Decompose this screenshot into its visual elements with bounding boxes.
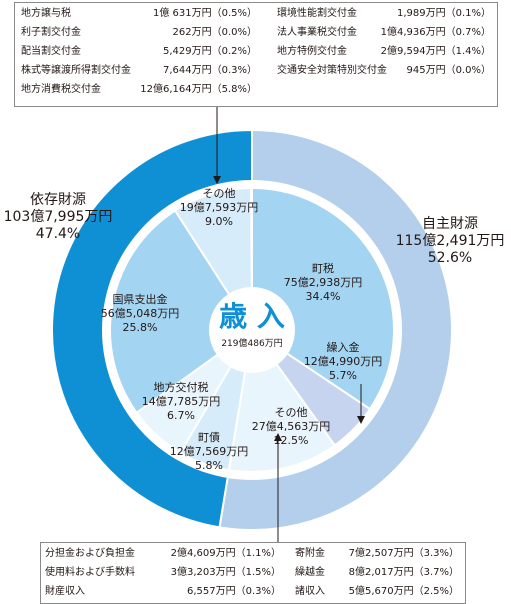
leader-arrow <box>213 176 221 184</box>
inner-slice-percent: 34.4% <box>306 290 341 303</box>
top-right-value: 1億4,936万円（0.7%） <box>380 27 491 38</box>
bottom-left-name: 財産収入 <box>45 586 85 597</box>
bottom-right-name: 繰越金 <box>295 567 325 578</box>
top-left-value: 5,429万円（0.2%） <box>162 46 257 57</box>
bottom-right-name: 寄附金 <box>295 548 325 559</box>
center-title: 歳 入 <box>219 300 285 333</box>
bottom-left-value: 3億3,203万円（1.5%） <box>170 567 281 578</box>
inner-slice <box>109 209 254 415</box>
inner-slice-name: 町債 <box>198 430 220 444</box>
top-left-name: 地方譲与税 <box>21 8 71 19</box>
inner-slice-name: 町税 <box>312 261 334 275</box>
bottom-left-name: 使用料および手数料 <box>45 567 135 578</box>
inner-slice-percent: 25.8% <box>123 321 158 334</box>
inner-slice-percent: 6.7% <box>167 409 195 422</box>
top-right-name: 法人事業税交付金 <box>277 27 357 38</box>
center-hub <box>209 287 295 373</box>
outer-slice-label: 115億2,491万円 <box>396 233 505 249</box>
inner-slice-percent: 12.5% <box>274 434 309 447</box>
outer-slice-label: 47.4% <box>36 226 80 242</box>
inner-slice-amount: 27億4,563万円 <box>252 420 331 433</box>
inner-slice-amount: 12億4,990万円 <box>304 355 383 368</box>
inner-slice-amount: 56億5,048万円 <box>101 307 180 320</box>
center-total: 219億486万円 <box>221 337 282 349</box>
bottom-right-value: 8億2,017万円（3.7%） <box>348 567 459 578</box>
inner-slice-name: 地方交付税 <box>154 380 209 394</box>
bottom-right-value: 5億5,670万円（2.5%） <box>348 586 459 597</box>
inner-slice-name: 繰入金 <box>327 340 360 354</box>
top-left-value: 12億6,164万円（5.8%） <box>140 84 257 95</box>
inner-slice-amount: 19億7,593万円 <box>180 201 259 214</box>
top-left-value: 262万円（0.0%） <box>172 27 258 38</box>
bottom-breakdown-box: 分担金および負担金 2億4,609万円（1.1%） 使用料および手数料 3億3,20… <box>40 542 466 604</box>
bottom-left-value: 6,557万円（0.3%） <box>186 586 281 597</box>
inner-slice <box>251 186 395 411</box>
inner-slice-percent: 5.7% <box>329 369 357 382</box>
top-left-value: 1億 631万円（0.5%） <box>152 8 257 19</box>
outer-slice-label: 103億7,995万円 <box>4 209 113 225</box>
inner-slice-amount: 12億7,569万円 <box>170 445 249 458</box>
inner-slice-amount: 14億7,785万円 <box>142 395 221 408</box>
top-breakdown-box: 地方譲与税 1億 631万円（0.5%） 利子割交付金 262万円（0.0%） 配当… <box>14 2 498 107</box>
top-right-value: 2億9,594万円（1.4%） <box>380 46 491 57</box>
top-left-name: 利子割交付金 <box>21 27 81 38</box>
bottom-left-name: 分担金および負担金 <box>45 548 135 559</box>
bottom-right-value: 7億2,507万円（3.3%） <box>348 548 459 559</box>
top-right-name: 地方特例交付金 <box>277 46 347 57</box>
top-right-name: 交通安全対策特別交付金 <box>277 65 387 76</box>
top-left-name: 地方消費税交付金 <box>21 84 101 95</box>
top-left-name: 株式等譲渡所得割交付金 <box>21 65 131 76</box>
inner-slice-amount: 75億2,938万円 <box>284 276 363 289</box>
bottom-right-name: 諸収入 <box>295 586 325 597</box>
inner-slice-name: その他 <box>275 406 308 419</box>
top-right-value: 1,989万円（0.1%） <box>396 8 491 19</box>
inner-slice-percent: 5.8% <box>195 459 223 472</box>
outer-slice-label: 依存財源 <box>30 192 86 208</box>
bottom-left-value: 2億4,609万円（1.1%） <box>170 548 281 559</box>
outer-slice-label: 自主財源 <box>422 216 478 232</box>
inner-slice-name: 国県支出金 <box>113 292 168 306</box>
top-right-value: 945万円（0.0%） <box>406 65 492 76</box>
leader-arrow <box>357 416 365 424</box>
inner-slice-percent: 9.0% <box>205 215 233 228</box>
top-right-name: 環境性能割交付金 <box>277 8 357 19</box>
leader-arrow <box>274 433 282 441</box>
inner-slice-name: その他 <box>203 187 236 200</box>
outer-slice-label: 52.6% <box>428 250 472 266</box>
top-left-value: 7,644万円（0.3%） <box>162 65 257 76</box>
top-left-name: 配当割交付金 <box>21 46 81 57</box>
